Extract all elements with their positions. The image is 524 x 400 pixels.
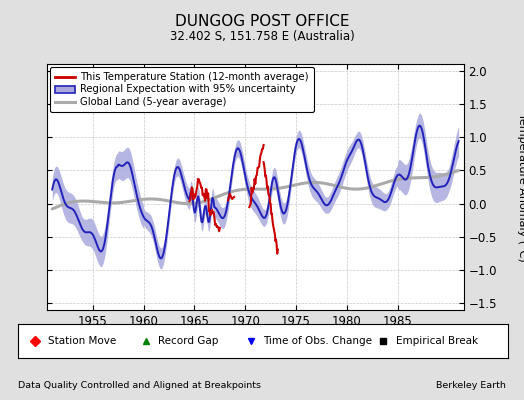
Text: Berkeley Earth: Berkeley Earth	[436, 381, 506, 390]
Y-axis label: Temperature Anomaly (°C): Temperature Anomaly (°C)	[517, 113, 524, 261]
Legend: This Temperature Station (12-month average), Regional Expectation with 95% uncer: This Temperature Station (12-month avera…	[50, 67, 314, 112]
Text: Empirical Break: Empirical Break	[396, 336, 478, 346]
Text: DUNGOG POST OFFICE: DUNGOG POST OFFICE	[174, 14, 350, 29]
Text: Time of Obs. Change: Time of Obs. Change	[264, 336, 373, 346]
Text: Station Move: Station Move	[48, 336, 116, 346]
Text: Data Quality Controlled and Aligned at Breakpoints: Data Quality Controlled and Aligned at B…	[18, 381, 261, 390]
Text: Record Gap: Record Gap	[158, 336, 219, 346]
Text: 32.402 S, 151.758 E (Australia): 32.402 S, 151.758 E (Australia)	[170, 30, 354, 43]
